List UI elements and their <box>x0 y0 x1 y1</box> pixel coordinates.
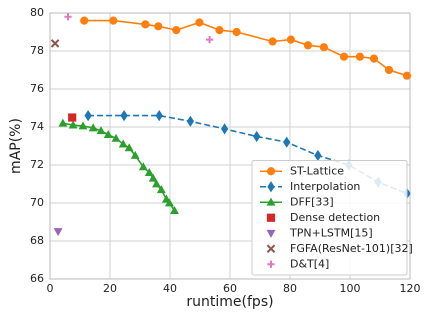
marker <box>80 16 89 25</box>
marker <box>88 123 98 132</box>
marker <box>154 22 163 31</box>
marker <box>155 110 163 122</box>
legend: ST-Lattice Interpolation DFF[33] Dense dete… <box>251 160 413 276</box>
marker <box>232 27 241 37</box>
y-tick-label: 72 <box>30 158 44 171</box>
marker <box>148 173 158 182</box>
marker <box>144 167 154 176</box>
marker <box>103 129 113 138</box>
marker <box>186 115 195 127</box>
marker <box>130 150 140 159</box>
marker <box>286 35 295 44</box>
marker <box>68 113 77 122</box>
series <box>80 16 412 80</box>
legend-marker <box>267 181 275 193</box>
marker <box>253 130 261 143</box>
legend-label: ST-Lattice <box>290 164 344 177</box>
marker <box>50 39 60 48</box>
x-tick-label: 20 <box>103 282 117 295</box>
marker <box>339 52 349 61</box>
marker <box>120 110 128 122</box>
x-tick-label: 120 <box>400 282 421 295</box>
legend-marker <box>266 167 276 176</box>
x-tick-label: 40 <box>163 282 177 295</box>
legend-marker <box>266 197 276 206</box>
marker <box>369 54 379 63</box>
marker <box>172 26 181 35</box>
marker <box>170 205 179 214</box>
y-tick-label: 80 <box>30 6 44 19</box>
marker <box>124 143 134 152</box>
marker <box>283 136 291 148</box>
x-tick-label: 60 <box>223 282 237 295</box>
marker <box>156 185 166 194</box>
legend-marker <box>266 213 276 222</box>
x-tick-label: 100 <box>340 282 361 295</box>
marker <box>355 52 364 61</box>
legend-marker <box>267 260 275 268</box>
x-axis-label: runtime(fps) <box>186 294 273 310</box>
marker <box>138 162 148 171</box>
marker <box>64 13 72 21</box>
legend-label: FGFA(ResNet-101)[32] <box>290 242 413 255</box>
legend-label: Dense detection <box>290 211 380 224</box>
legend-label: Interpolation <box>290 180 360 193</box>
series <box>50 39 60 48</box>
y-tick-label: 76 <box>30 82 44 95</box>
series <box>68 113 77 122</box>
y-tick-label: 70 <box>30 196 44 209</box>
marker <box>164 198 174 207</box>
y-tick-label: 68 <box>30 234 44 247</box>
series <box>58 118 179 214</box>
marker <box>402 71 412 80</box>
marker <box>215 26 224 35</box>
x-tick-label: 0 <box>47 282 54 295</box>
legend-label: DFF[33] <box>290 195 334 208</box>
line <box>88 114 408 195</box>
y-axis-label: mAP(%) <box>8 118 24 174</box>
marker <box>68 120 78 129</box>
marker <box>141 20 150 29</box>
legend-label: TPN+LSTM[15] <box>289 226 373 239</box>
marker <box>58 118 68 127</box>
legend-marker <box>266 229 276 238</box>
y-tick-label: 78 <box>30 44 44 57</box>
legend-box <box>251 160 408 276</box>
marker <box>53 228 63 237</box>
series <box>64 13 214 44</box>
marker <box>161 194 171 203</box>
marker <box>78 121 88 130</box>
marker <box>268 37 277 46</box>
series <box>53 228 63 237</box>
marker <box>220 123 229 135</box>
marker <box>111 133 121 142</box>
marker <box>384 65 394 75</box>
x-tick-label: 80 <box>283 282 297 295</box>
marker <box>206 36 214 44</box>
marker <box>84 110 92 122</box>
y-tick-label: 74 <box>30 120 44 133</box>
marker <box>195 18 204 27</box>
marker <box>152 179 161 188</box>
legend-label: D&T[4] <box>290 257 329 270</box>
legend-marker <box>266 244 276 254</box>
plot-frame <box>49 12 411 280</box>
marker <box>319 43 328 52</box>
marker <box>109 16 118 25</box>
y-tick-label: 66 <box>30 272 44 285</box>
marker <box>303 41 313 50</box>
marker <box>118 139 128 148</box>
marker <box>96 126 106 135</box>
